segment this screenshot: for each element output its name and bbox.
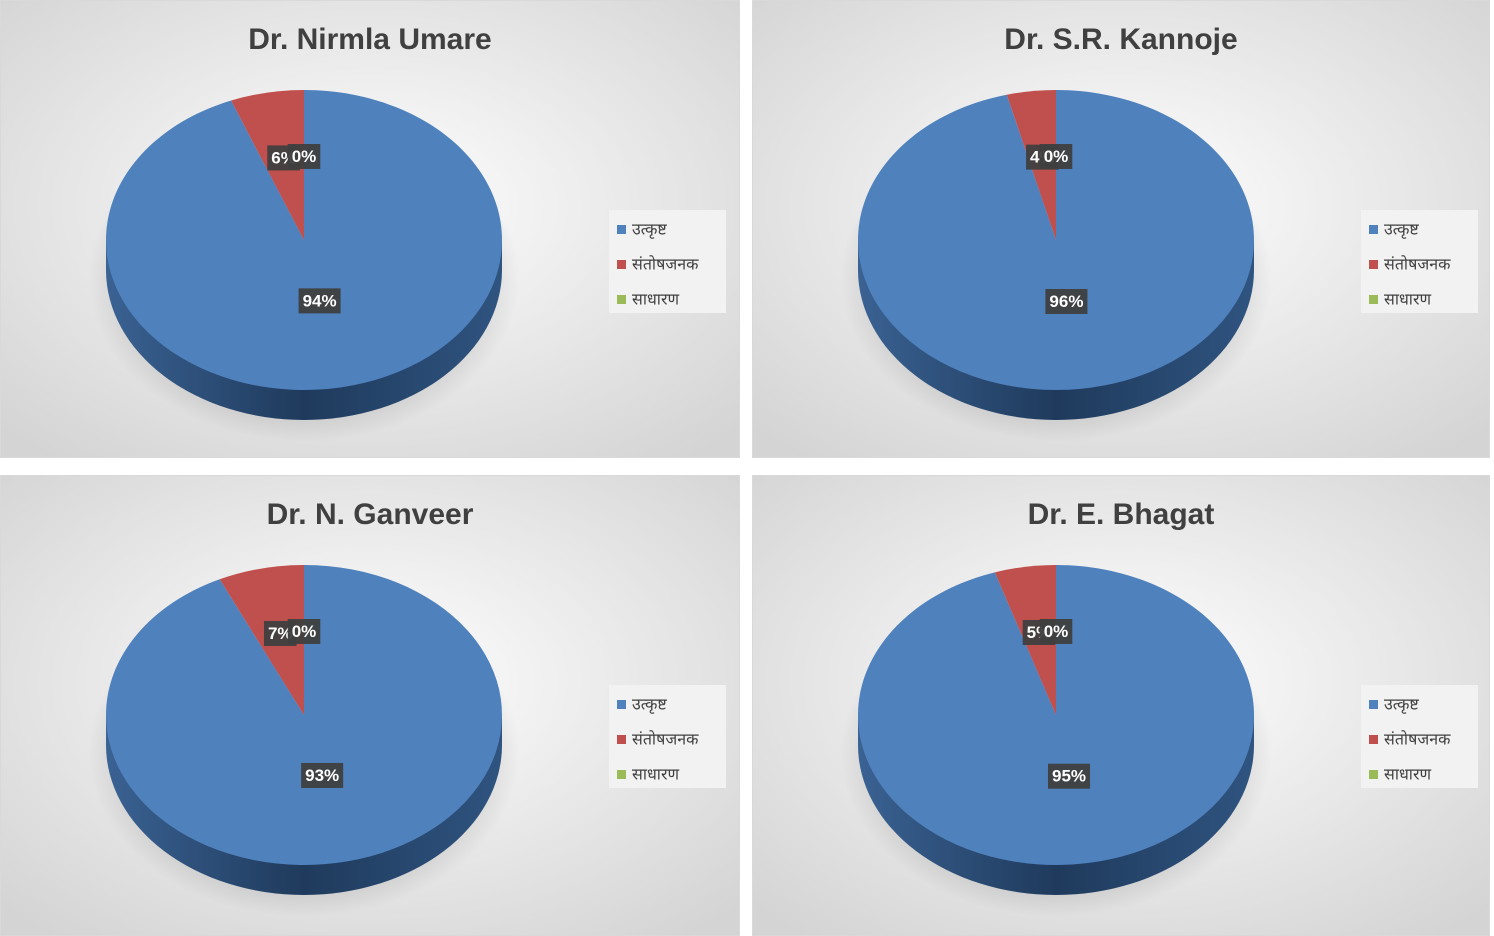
legend-swatch bbox=[617, 770, 626, 779]
legend-box bbox=[1361, 685, 1478, 788]
chart-title: Dr. S.R. Kannoje bbox=[1004, 23, 1237, 56]
data-label-bg bbox=[287, 618, 321, 644]
chart-title: Dr. E. Bhagat bbox=[1028, 498, 1215, 531]
data-label: 7% bbox=[268, 624, 293, 643]
data-label-bg bbox=[1045, 288, 1088, 314]
legend-swatch bbox=[1369, 295, 1378, 304]
data-label-bg bbox=[1039, 143, 1073, 169]
legend-swatch bbox=[1369, 770, 1378, 779]
data-label-bg bbox=[287, 143, 321, 169]
legend-box bbox=[1361, 210, 1478, 313]
chart-panel: Dr. S.R. Kannoje96%4%0%उत्कृष्टसंतोषजनकस… bbox=[752, 0, 1490, 458]
legend-label: उत्कृष्ट bbox=[632, 695, 667, 715]
data-label-bg bbox=[298, 288, 341, 314]
legend-label: उत्कृष्ट bbox=[1384, 695, 1419, 715]
legend-swatch bbox=[617, 260, 626, 269]
legend-label: संतोषजनक bbox=[1384, 255, 1451, 274]
legend-label: साधारण bbox=[1384, 290, 1431, 309]
legend-label: साधारण bbox=[632, 765, 679, 784]
legend-swatch bbox=[1369, 225, 1378, 234]
legend-label: संतोषजनक bbox=[632, 730, 699, 749]
data-label: 0% bbox=[1044, 147, 1069, 166]
legend-swatch bbox=[1369, 260, 1378, 269]
legend-label: उत्कृष्ट bbox=[632, 220, 667, 240]
legend-swatch bbox=[617, 735, 626, 744]
legend-swatch bbox=[1369, 735, 1378, 744]
legend-box bbox=[609, 210, 726, 313]
chart-panel: Dr. Nirmla Umare94%6%0%उत्कृष्टसंतोषजनकस… bbox=[0, 0, 740, 458]
pie-slice bbox=[858, 565, 1254, 866]
data-label-bg bbox=[1047, 763, 1091, 789]
legend-swatch bbox=[617, 295, 626, 304]
data-label: 95% bbox=[1052, 767, 1086, 786]
chart-panel: Dr. E. Bhagat95%5%0%उत्कृष्टसंतोषजनकसाधा… bbox=[752, 475, 1490, 936]
data-label: 0% bbox=[1044, 622, 1069, 641]
data-label: 0% bbox=[292, 622, 317, 641]
legend-swatch bbox=[617, 225, 626, 234]
legend-label: उत्कृष्ट bbox=[1384, 220, 1419, 240]
chart-panel: Dr. N. Ganveer 93% 7% 0% उत्कृष्ट संतोषजनक साध… bbox=[0, 475, 740, 936]
legend-label: साधारण bbox=[632, 290, 679, 309]
legend-swatch bbox=[617, 700, 626, 709]
legend-label: संतोषजनक bbox=[632, 255, 699, 274]
data-label: 93% bbox=[305, 766, 339, 785]
chart-title: Dr. Nirmla Umare bbox=[248, 23, 491, 56]
legend-swatch bbox=[1369, 700, 1378, 709]
legend-label: संतोषजनक bbox=[1384, 730, 1451, 749]
legend-box bbox=[609, 685, 726, 788]
data-label: 94% bbox=[303, 291, 337, 310]
legend-label: साधारण bbox=[1384, 765, 1431, 784]
pie-slice bbox=[219, 565, 304, 715]
data-label: 0% bbox=[292, 147, 317, 166]
data-label-bg bbox=[301, 762, 344, 788]
data-label: 96% bbox=[1049, 292, 1083, 311]
chart-title: Dr. N. Ganveer bbox=[267, 498, 474, 531]
data-label-bg bbox=[1039, 618, 1073, 644]
